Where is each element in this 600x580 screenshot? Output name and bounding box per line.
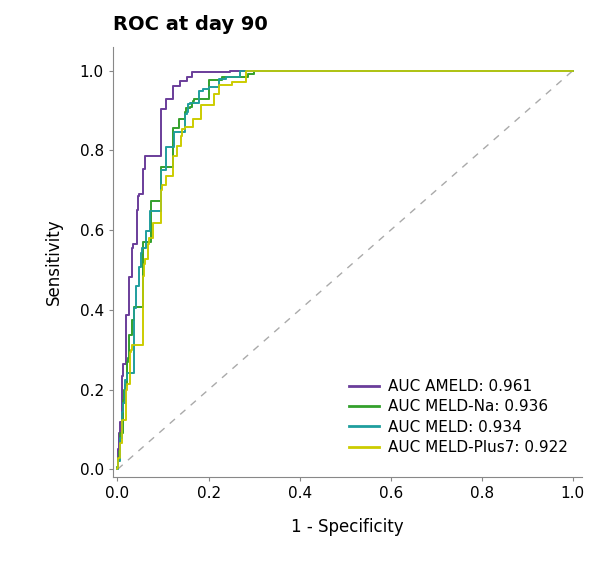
X-axis label: 1 - Specificity: 1 - Specificity [291,518,404,536]
Legend: AUC AMELD: 0.961, AUC MELD-Na: 0.936, AUC MELD: 0.934, AUC MELD-Plus7: 0.922: AUC AMELD: 0.961, AUC MELD-Na: 0.936, AU… [343,373,574,461]
AUC MELD-Na: 0.936: (0.349, 1): 0.936: (0.349, 1) [273,67,280,74]
AUC MELD-Na: 0.936: (0.202, 0.975): 0.936: (0.202, 0.975) [206,77,213,84]
AUC MELD-Plus7: 0.922: (0.282, 1): 0.922: (0.282, 1) [242,67,250,74]
AUC MELD: 0.934: (0.201, 0.959): 0.934: (0.201, 0.959) [205,84,212,90]
AUC AMELD: 0.961: (3.46e-06, 0.0033): 0.961: (3.46e-06, 0.0033) [114,465,121,472]
AUC AMELD: 0.961: (0, 0): 0.961: (0, 0) [114,466,121,473]
AUC MELD: 0.934: (0.44, 1): 0.934: (0.44, 1) [314,67,322,74]
AUC MELD-Plus7: 0.922: (0.253, 0.972): 0.922: (0.253, 0.972) [229,78,236,85]
AUC AMELD: 0.961: (0.0109, 0.234): 0.961: (0.0109, 0.234) [119,373,126,380]
AUC MELD: 0.934: (0.412, 1): 0.934: (0.412, 1) [301,67,308,74]
AUC AMELD: 0.961: (0.609, 1): 0.961: (0.609, 1) [391,67,398,74]
AUC AMELD: 0.961: (1, 1): 0.961: (1, 1) [569,67,577,74]
AUC MELD-Na: 0.936: (5.36e-06, 0.00771): 0.936: (5.36e-06, 0.00771) [114,463,121,470]
Line: AUC MELD-Na: 0.936: AUC MELD-Na: 0.936 [118,71,573,469]
AUC MELD-Plus7: 0.922: (1, 1): 0.922: (1, 1) [569,67,577,74]
AUC AMELD: 0.961: (3.46e-06, 0.0033): 0.961: (3.46e-06, 0.0033) [114,465,121,472]
AUC MELD: 0.934: (0.269, 0.985): 0.934: (0.269, 0.985) [236,73,244,80]
AUC MELD: 0.934: (1, 1): 0.934: (1, 1) [569,67,577,74]
AUC MELD: 0.934: (0, 0): 0.934: (0, 0) [114,466,121,473]
Line: AUC MELD-Plus7: 0.922: AUC MELD-Plus7: 0.922 [118,71,573,469]
AUC MELD-Plus7: 0.922: (0.682, 1): 0.922: (0.682, 1) [425,67,432,74]
AUC MELD-Na: 0.936: (0, 0): 0.936: (0, 0) [114,466,121,473]
AUC MELD-Na: 0.936: (0.613, 1): 0.936: (0.613, 1) [393,67,400,74]
AUC MELD: 0.934: (1.75e-05, 0): 0.934: (1.75e-05, 0) [114,466,121,473]
Line: AUC AMELD: 0.961: AUC AMELD: 0.961 [118,71,573,469]
AUC MELD: 0.934: (1.75e-05, 0): 0.934: (1.75e-05, 0) [114,466,121,473]
AUC MELD-Plus7: 0.922: (0, 0): 0.922: (0, 0) [114,466,121,473]
Line: AUC MELD: 0.934: AUC MELD: 0.934 [118,71,573,469]
AUC AMELD: 0.961: (0.18, 0.995): 0.961: (0.18, 0.995) [196,69,203,76]
AUC MELD-Na: 0.936: (0.301, 1): 0.936: (0.301, 1) [251,67,258,74]
Y-axis label: Sensitivity: Sensitivity [45,219,63,305]
AUC MELD-Na: 0.936: (5.36e-06, 0.00466): 0.936: (5.36e-06, 0.00466) [114,464,121,471]
AUC MELD-Na: 0.936: (1, 1): 0.936: (1, 1) [569,67,577,74]
AUC MELD-Na: 0.936: (0.00612, 0.0919): 0.936: (0.00612, 0.0919) [116,429,124,436]
AUC MELD: 0.934: (0.0199, 0.239): 0.934: (0.0199, 0.239) [123,371,130,378]
AUC MELD-Plus7: 0.922: (5.82e-07, 0.00437): 0.922: (5.82e-07, 0.00437) [114,464,121,471]
AUC MELD-Plus7: 0.922: (5.82e-07, 0.00437): 0.922: (5.82e-07, 0.00437) [114,464,121,471]
Text: ROC at day 90: ROC at day 90 [113,15,268,34]
AUC AMELD: 0.961: (0.247, 1): 0.961: (0.247, 1) [227,67,234,74]
AUC AMELD: 0.961: (0.273, 1): 0.961: (0.273, 1) [238,67,245,74]
AUC MELD-Plus7: 0.922: (0.346, 1): 0.922: (0.346, 1) [271,67,278,74]
AUC MELD-Plus7: 0.922: (0.0569, 0.485): 0.922: (0.0569, 0.485) [140,273,147,280]
